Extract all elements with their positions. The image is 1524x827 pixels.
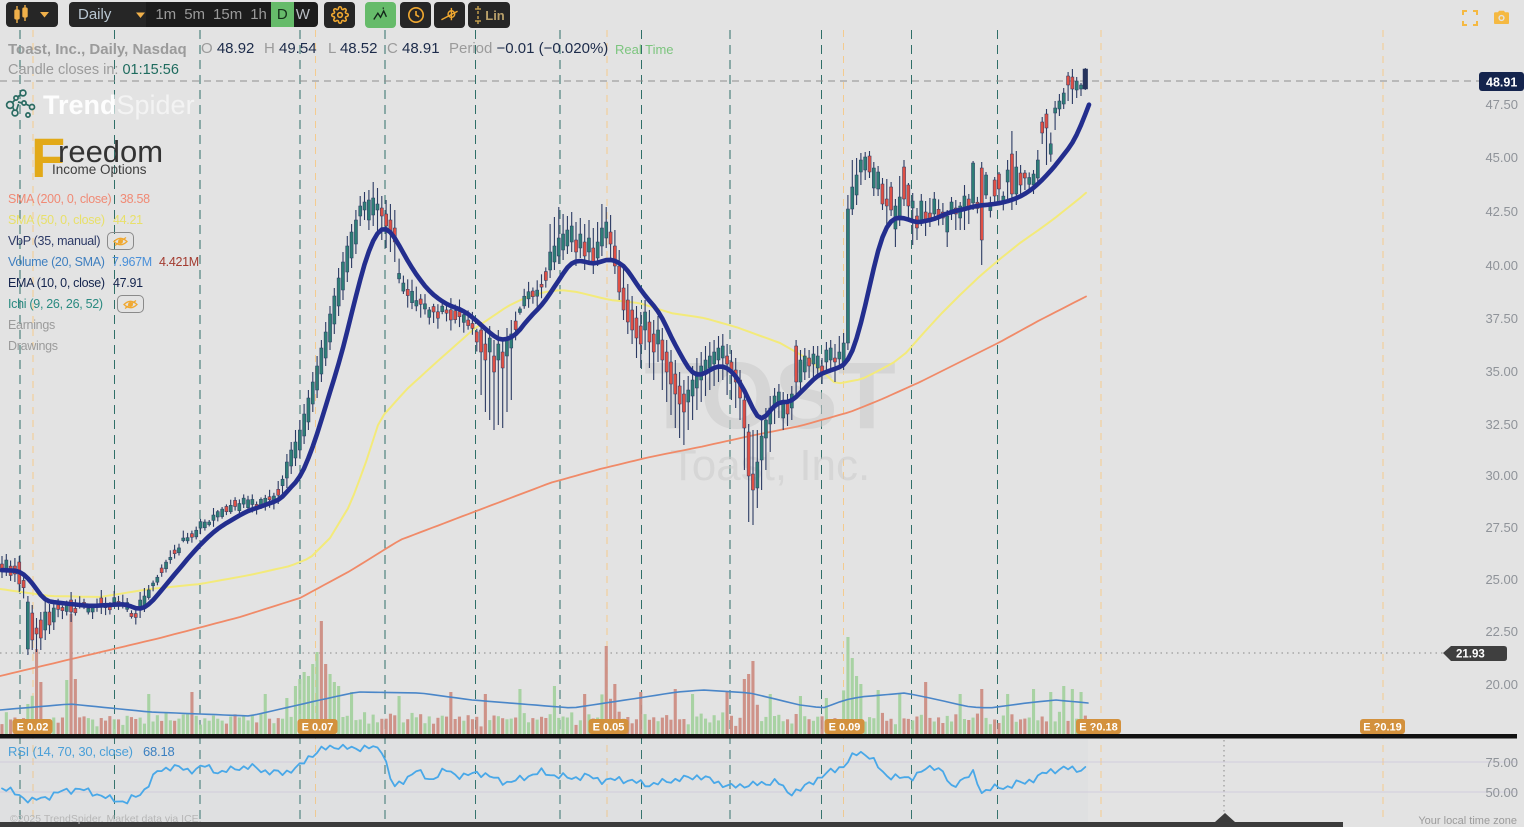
svg-text:E ?0.18: E ?0.18 (1079, 722, 1118, 734)
svg-text:E 0.02: E 0.02 (17, 722, 49, 734)
svg-text:E ?0.19: E ?0.19 (1363, 722, 1402, 734)
svg-text:48.91: 48.91 (1486, 76, 1517, 90)
svg-text:E 0.07: E 0.07 (302, 722, 334, 734)
svg-text:E 0.05: E 0.05 (593, 722, 625, 734)
svg-text:21.93: 21.93 (1456, 649, 1485, 661)
svg-text:E 0.09: E 0.09 (829, 722, 861, 734)
